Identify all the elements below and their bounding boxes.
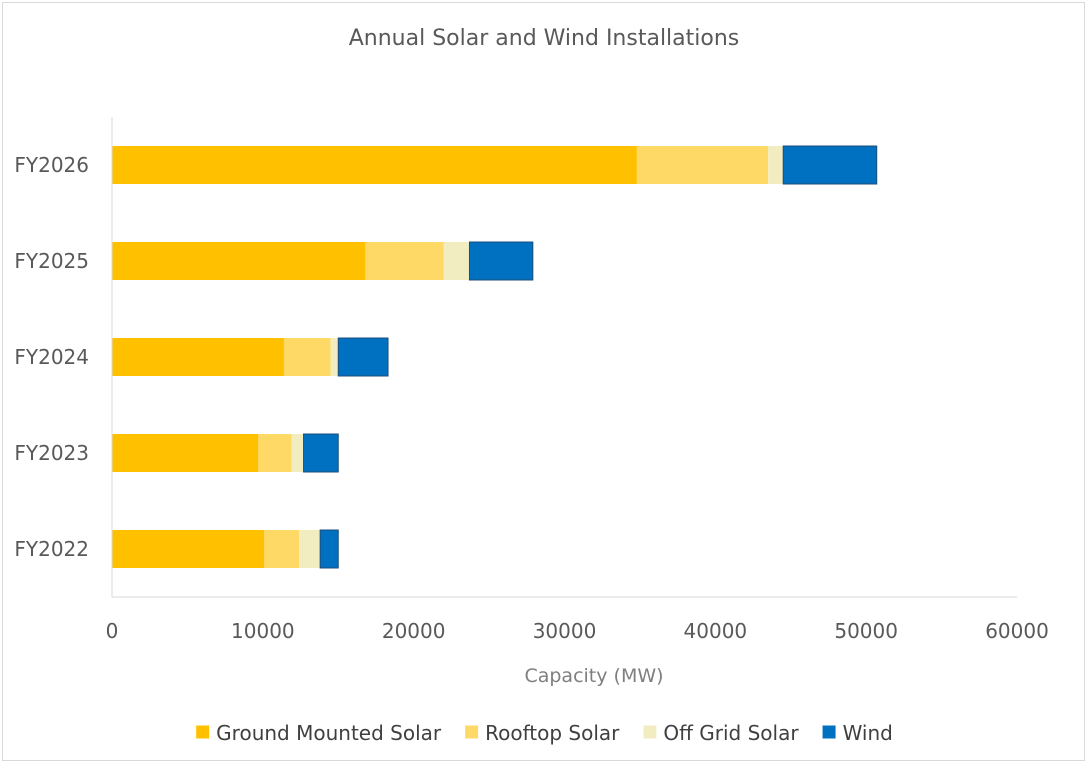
legend-item: Rooftop Solar [465,721,620,745]
bar-fy2022-rooftop-solar [264,530,300,568]
bar-fy2025-off-grid-solar [443,242,470,280]
x-axis-title: Capacity (MW) [524,665,663,687]
chart-title: Annual Solar and Wind Installations [349,26,740,51]
legend-label: Off Grid Solar [663,721,799,745]
legend-item: Ground Mounted Solar [196,721,442,745]
bar-fy2022-off-grid-solar [299,530,321,568]
bar-fy2024-rooftop-solar [283,338,331,376]
y-tick-label: FY2026 [14,153,89,177]
x-tick-label: 0 [106,619,119,643]
bar-fy2022-wind [319,529,339,569]
legend: Ground Mounted Solar Rooftop Solar Off Gri… [196,721,893,745]
bar-fy2025-ground-mounted-solar [112,242,366,280]
bar-fy2023-wind [303,433,339,473]
legend-item: Wind [822,721,893,745]
legend-label: Rooftop Solar [485,721,620,745]
y-axis-ticks: FY2026 FY2025 FY2024 FY2023 FY2022 [14,153,89,561]
y-tick-label: FY2023 [14,441,89,465]
bar-fy2026-wind [782,145,878,185]
bar-fy2023-off-grid-solar [291,434,304,472]
legend-swatch [822,725,836,739]
bar-fy2024-off-grid-solar [330,338,339,376]
bar-fy2023-rooftop-solar [258,434,292,472]
bar-fy2026-ground-mounted-solar [112,146,637,184]
x-tick-label: 60000 [985,619,1049,643]
plot-area [111,117,1017,598]
x-axis-ticks: 0 10000 20000 30000 40000 50000 60000 [106,619,1049,643]
x-tick-label: 20000 [382,619,446,643]
legend-item: Off Grid Solar [643,721,799,745]
bar-fy2026-off-grid-solar [768,146,784,184]
bar-fy2024-wind [337,337,389,377]
x-tick-label: 50000 [834,619,898,643]
y-tick-label: FY2024 [14,345,89,369]
bars-layer [112,145,878,569]
x-tick-label: 40000 [684,619,748,643]
y-tick-label: FY2025 [14,249,89,273]
bar-fy2022-ground-mounted-solar [112,530,265,568]
bar-fy2025-rooftop-solar [365,242,444,280]
bar-fy2024-ground-mounted-solar [112,338,284,376]
x-tick-label: 30000 [533,619,597,643]
legend-swatch [465,725,479,739]
x-tick-label: 10000 [231,619,295,643]
legend-swatch [643,725,657,739]
legend-swatch [196,725,210,739]
bar-fy2025-wind [468,241,534,281]
bar-fy2023-ground-mounted-solar [112,434,259,472]
bar-fy2026-rooftop-solar [636,146,769,184]
legend-label: Wind [843,721,893,745]
y-tick-label: FY2022 [14,537,89,561]
legend-label: Ground Mounted Solar [216,721,442,745]
